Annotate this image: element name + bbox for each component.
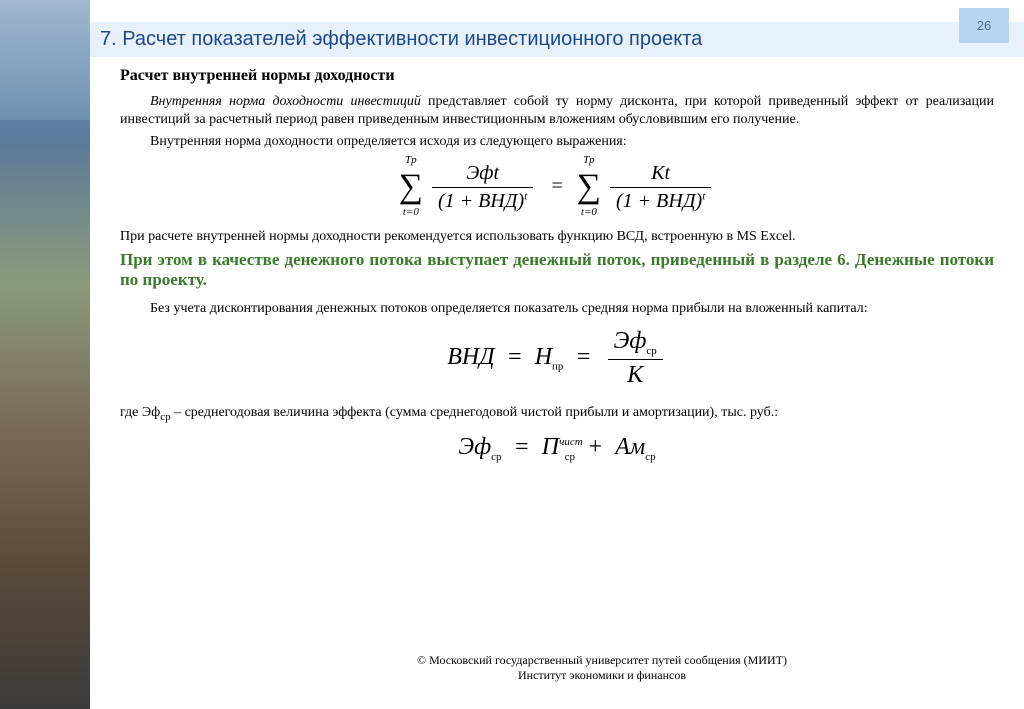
content-body: Расчет внутренней нормы доходности Внутр… (90, 57, 1024, 463)
f3-t2: Ам (615, 434, 645, 460)
f2-vnd: ВНД (447, 344, 494, 370)
fraction-right: Кt (1 + ВНД)t (610, 162, 711, 213)
intro-paragraph: Внутренняя норма доходности инвестиций п… (120, 93, 994, 129)
frac-left-num: Эфt (466, 162, 499, 184)
sum-symbol-left: ∑ Tр t=0 (399, 168, 423, 206)
title-bar: 7. Расчет показателей эффективности инве… (90, 22, 1024, 57)
sidebar-photo (0, 0, 90, 709)
f2-den: К (608, 360, 663, 389)
f3-lhs-sub: ср (491, 451, 501, 463)
f3-t1: П (542, 434, 559, 460)
footer-line-2: Институт экономики и финансов (180, 668, 1024, 684)
para-no-discount: Без учета дисконтирования денежных поток… (120, 300, 994, 318)
f2-fraction: Эфср К (608, 328, 663, 389)
sum-upper-right: Tр (583, 154, 595, 166)
intro-italic-term: Внутренняя норма доходности инвестиций (150, 94, 421, 109)
section-subheading: Расчет внутренней нормы доходности (120, 67, 994, 85)
intro-line2: Внутренняя норма доходности определяется… (120, 133, 994, 151)
formula-ef-sr: Эфср = Пчистср + Амср (120, 434, 994, 463)
slide: 26 7. Расчет показателей эффективности и… (0, 0, 1024, 709)
equals-sign-2a: = (506, 344, 522, 370)
f3-lhs: Эф (458, 434, 491, 460)
formula-vnd-npr: ВНД = Нпр = Эфср К (120, 328, 994, 389)
where-clause: где Эфср – среднегодовая величина эффект… (120, 404, 994, 424)
where-rest: – среднегодовая величина эффекта (сумма … (171, 405, 779, 420)
f3-t1-sup: чист (559, 436, 583, 448)
equals-sign-3: = (514, 434, 530, 460)
f2-n-sub: пр (552, 361, 563, 373)
frac-right-num: Кt (651, 162, 670, 184)
equals-sign-1: = (550, 175, 564, 197)
f3-t2-sub: ср (645, 451, 655, 463)
plus-sign: + (587, 434, 603, 460)
slide-footer: © Московский государственный университет… (180, 653, 1024, 684)
formula-irr-equation: ∑ Tр t=0 Эфt (1 + ВНД)t = ∑ Tр t=0 Кt (120, 162, 994, 213)
sum-lower-right: t=0 (581, 206, 597, 218)
excel-note: При расчете внутренней нормы доходности … (120, 228, 994, 246)
where-pre: где Эф (120, 405, 160, 420)
slide-title: 7. Расчет показателей эффективности инве… (100, 28, 702, 50)
f3-t1-sub: ср (565, 451, 575, 463)
page-number-badge: 26 (959, 8, 1009, 43)
main-content: 26 7. Расчет показателей эффективности и… (90, 0, 1024, 709)
frac-left-den-base: (1 + ВНД) (438, 190, 524, 212)
frac-left-den-exp: t (524, 190, 527, 202)
sum-lower-left: t=0 (403, 206, 419, 218)
f2-n: Н (535, 344, 552, 370)
frac-right-den-exp: t (702, 190, 705, 202)
green-highlight-text: При этом в качестве денежного потока выс… (120, 250, 994, 290)
frac-right-den-base: (1 + ВНД) (616, 190, 702, 212)
equals-sign-2b: = (575, 344, 591, 370)
footer-line-1: © Московский государственный университет… (180, 653, 1024, 669)
fraction-left: Эфt (1 + ВНД)t (432, 162, 533, 213)
f2-num: Эф (614, 328, 647, 354)
f2-num-sub: ср (646, 345, 656, 357)
sum-symbol-right: ∑ Tр t=0 (577, 168, 601, 206)
where-sub: ср (160, 411, 170, 423)
sum-upper-left: Tр (405, 154, 417, 166)
